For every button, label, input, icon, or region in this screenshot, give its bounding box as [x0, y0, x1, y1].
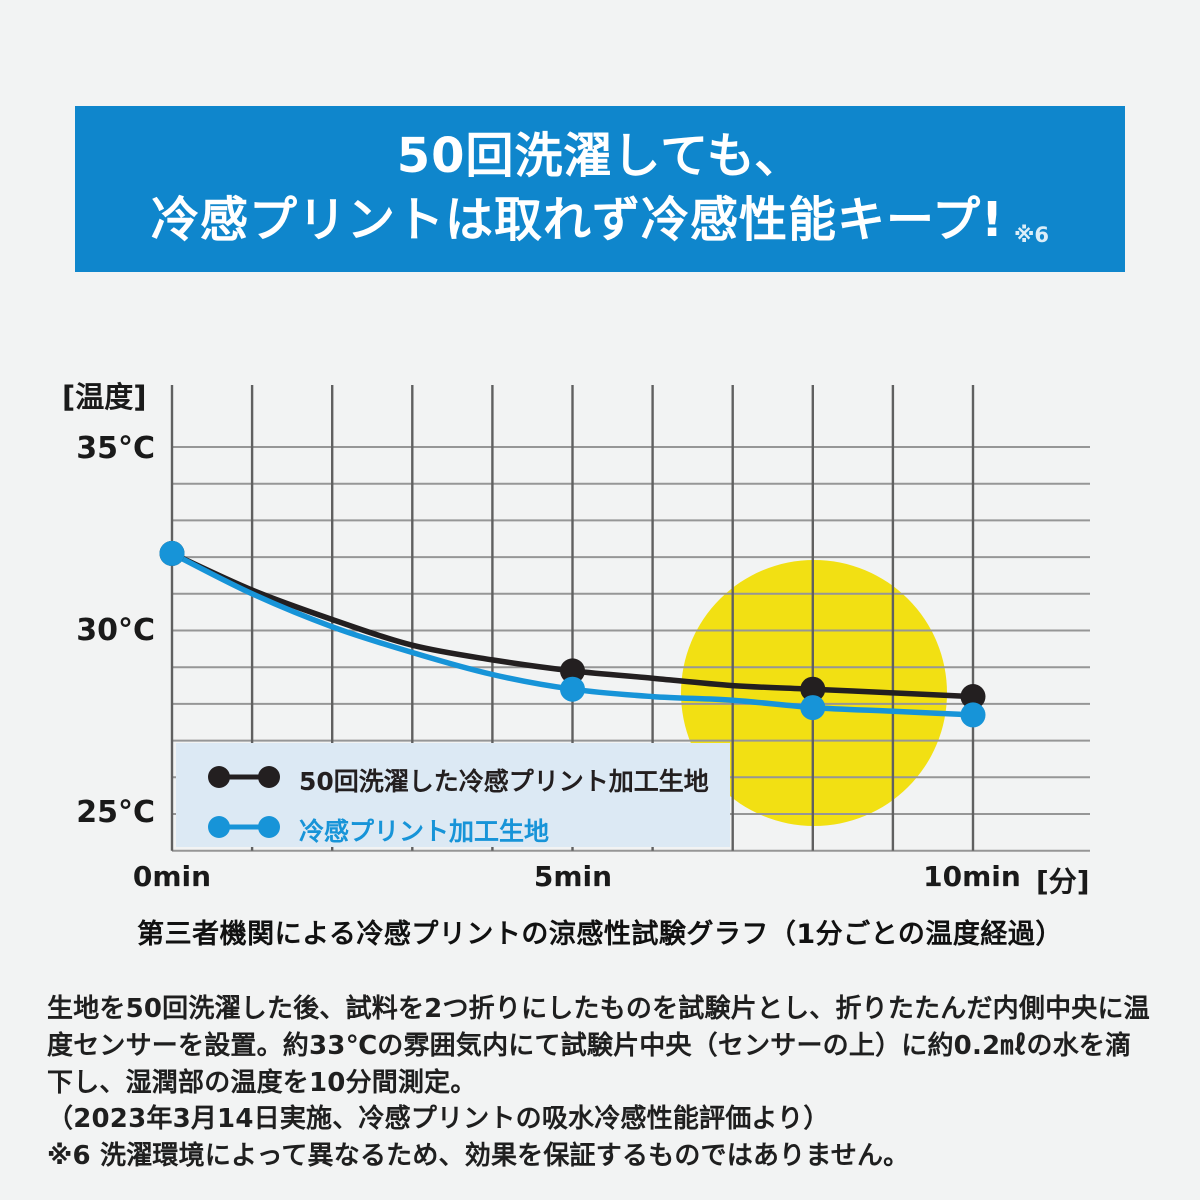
- y-tick-35: 35°C: [76, 431, 155, 466]
- temperature-chart: [159, 385, 1090, 852]
- legend-marker-0: [208, 766, 280, 788]
- data-point-series-0-min-10: [960, 684, 986, 710]
- x-tick-5min: 5min: [533, 860, 613, 893]
- test-date-text: （2023年3月14日実施、冷感プリントの吸水冷感性能評価より）: [47, 1104, 830, 1135]
- headline-line2: 冷感プリントは取れず冷感性能キープ! ※6: [150, 192, 1050, 248]
- headline-banner: 50回洗濯しても、 冷感プリントは取れず冷感性能キープ! ※6: [75, 106, 1125, 272]
- y-tick-30: 30°C: [76, 613, 155, 648]
- data-point-series-0-min-8: [800, 676, 826, 702]
- data-point-series-1-min-5: [560, 676, 585, 702]
- x-axis-unit-label: [分]: [1036, 865, 1090, 898]
- data-point-series-1-min-8: [800, 695, 826, 721]
- disclaimer-text: ※6 洗濯環境によって異なるため、効果を保証するものではありません。: [47, 1141, 910, 1172]
- x-tick-0min: 0min: [132, 860, 212, 893]
- footnotes: 生地を50回洗濯した後、試料を2つ折りにしたものを試験片とし、折りたたんだ内側中…: [47, 991, 1155, 1175]
- headline-line1: 50回洗濯しても、: [396, 128, 804, 185]
- headline-line2-text: 冷感プリントは取れず冷感性能キープ!: [150, 192, 1004, 248]
- legend-label-cooling-print-fabric: 冷感プリント加工生地: [299, 817, 550, 846]
- chart-caption: 第三者機関による冷感プリントの涼感性試験グラフ（1分ごとの温度経過）: [137, 919, 1063, 950]
- legend-marker-1: [208, 816, 280, 838]
- legend-label-washed-50-times: 50回洗濯した冷感プリント加工生地: [299, 767, 709, 796]
- methodology-text: 生地を50回洗濯した後、試料を2つ折りにしたものを試験片とし、折りたたんだ内側中…: [47, 994, 1150, 1098]
- y-axis-unit-label: [温度]: [62, 380, 147, 414]
- data-point-series-0-min-5: [560, 658, 585, 684]
- data-point-series-1-min-10: [960, 702, 986, 728]
- headline-note-ref: ※6: [1013, 223, 1050, 247]
- y-tick-25: 25°C: [76, 795, 155, 830]
- data-point-series-1-min-0: [159, 540, 185, 566]
- x-tick-10min: 10min: [923, 860, 1021, 893]
